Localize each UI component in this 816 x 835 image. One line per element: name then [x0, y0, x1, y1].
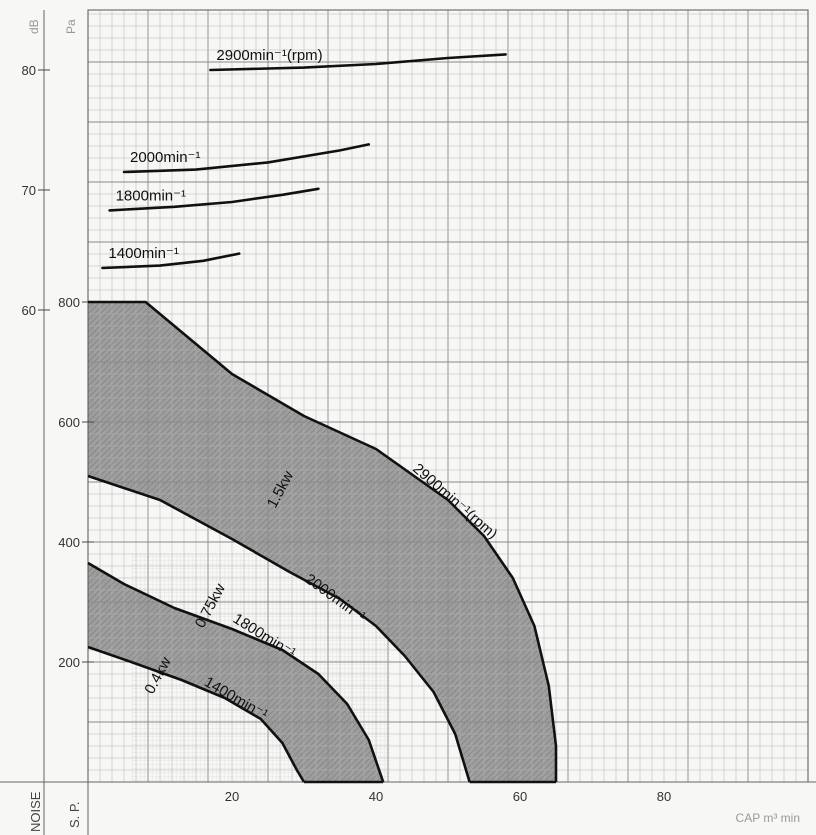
noise-curve-label-2000min: 2000min⁻¹	[130, 149, 200, 166]
noise-curve-2900min-rpm	[209, 53, 507, 72]
sp-row-label: S. P.	[67, 801, 82, 828]
pressure-curve-2000min	[87, 474, 471, 783]
x-axis-label: CAP m³ min	[736, 811, 800, 825]
pressure-tick-label: 600	[58, 415, 80, 430]
pressure-tick-label: 400	[58, 535, 80, 550]
pressure-curve-2900min-rpm	[88, 300, 558, 782]
power-region-0-4kw	[88, 563, 384, 782]
noise-tick-label: 60	[22, 303, 36, 318]
noise-unit-label: dB	[27, 19, 41, 34]
x-tick-label: 80	[657, 789, 671, 804]
pressure-tick-label: 800	[58, 295, 80, 310]
pressure-curve-1400min	[87, 645, 306, 783]
noise-curve-label-1400min: 1400min⁻¹	[108, 245, 178, 262]
noise-tick-label: 70	[22, 183, 36, 198]
noise-tick-label: 80	[22, 63, 36, 78]
x-tick-label: 40	[369, 789, 383, 804]
x-tick-label: 60	[513, 789, 527, 804]
pressure-tick-label: 200	[58, 655, 80, 670]
noise-curve-1800min	[108, 187, 320, 212]
x-tick-label: 20	[225, 789, 239, 804]
noise-curve-2000min	[122, 143, 371, 174]
pressure-unit-label: Pa	[64, 19, 78, 34]
noise-row-label: NOISE	[28, 791, 43, 832]
noise-curve-label-2900min-rpm: 2900min⁻¹(rpm)	[216, 47, 322, 64]
noise-curve-label-1800min: 1800min⁻¹	[116, 187, 186, 204]
pressure-curve-1800min	[87, 561, 385, 783]
noise-curve-1400min	[101, 252, 241, 270]
